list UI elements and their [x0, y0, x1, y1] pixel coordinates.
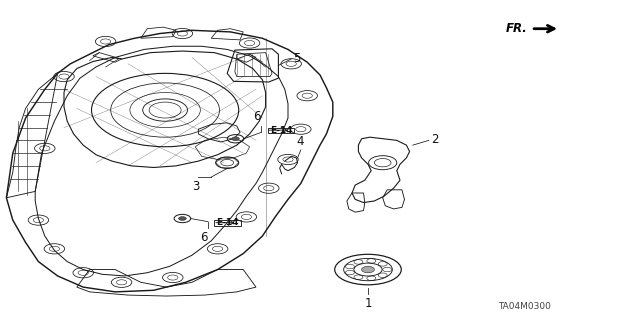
Text: 1: 1: [364, 297, 372, 310]
Text: 3: 3: [192, 180, 200, 193]
Text: 6: 6: [253, 110, 260, 123]
Text: 4: 4: [296, 135, 304, 148]
Text: 6: 6: [200, 231, 207, 244]
Text: E-14: E-14: [269, 126, 292, 135]
Text: TA04M0300: TA04M0300: [499, 302, 551, 311]
Text: FR.: FR.: [506, 22, 528, 35]
Text: E-14: E-14: [216, 219, 239, 227]
Circle shape: [232, 137, 239, 141]
Text: 2: 2: [431, 133, 438, 146]
Circle shape: [179, 217, 186, 220]
Text: 5: 5: [293, 52, 301, 65]
Circle shape: [362, 266, 374, 273]
